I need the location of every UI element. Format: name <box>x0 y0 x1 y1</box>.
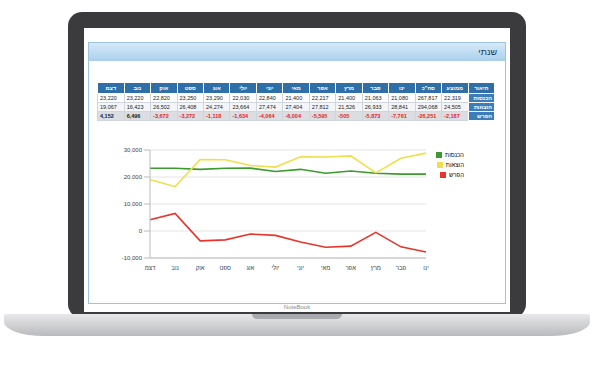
html-text:-4,064: -4,064 <box>258 113 275 119</box>
svg-text:יולי: יולי <box>272 264 280 271</box>
svg-text:אוג: אוג <box>246 265 254 271</box>
html-text:28,841: 28,841 <box>391 104 408 110</box>
svg-text:אפר: אפר <box>345 265 356 271</box>
html-text:27,404: 27,404 <box>285 104 303 110</box>
html-text:ינו: ינו <box>399 85 405 91</box>
svg-text:10,000: 10,000 <box>124 201 143 207</box>
html-text:6,496: 6,496 <box>126 113 141 119</box>
html-text:-1,634: -1,634 <box>232 113 249 119</box>
html-text:19,067: 19,067 <box>100 104 117 110</box>
html-text:שנתי: שנתי <box>478 47 497 57</box>
svg-text:דצמ: דצמ <box>145 265 156 271</box>
html-text:הפרש: הפרש <box>448 172 464 178</box>
html-text:26,408: 26,408 <box>179 104 197 110</box>
svg-text:30,000: 30,000 <box>124 147 143 153</box>
html-text:הוצאות: הוצאות <box>473 104 492 110</box>
html-text:294,068: 294,068 <box>417 104 438 110</box>
svg-text:פבר: פבר <box>396 265 407 271</box>
html-text:יוני: יוני <box>266 85 274 91</box>
html-text:23,664: 23,664 <box>232 104 250 110</box>
html-text:21,080: 21,080 <box>391 95 408 101</box>
svg-text:0: 0 <box>139 228 143 234</box>
html-text:-3,672: -3,672 <box>153 113 169 119</box>
html-text:אוק: אוק <box>159 85 169 91</box>
html-text:יולי: יולי <box>239 85 248 91</box>
html-text:267,817: 267,817 <box>417 95 438 101</box>
html-text:ספט: ספט <box>184 85 196 91</box>
html-text:מרץ: מרץ <box>343 85 355 91</box>
html-text:סה"כ: סה"כ <box>421 85 435 91</box>
html-text:22,319: 22,319 <box>444 95 461 101</box>
html-text:-3,272: -3,272 <box>179 113 196 119</box>
svg-text:-10,000: -10,000 <box>122 255 143 261</box>
html-text:ממוצע: ממוצע <box>446 85 463 91</box>
html-text:-26,251: -26,251 <box>417 113 437 119</box>
html-text:-5,873: -5,873 <box>364 113 381 119</box>
html-text:27,812: 27,812 <box>311 104 329 110</box>
html-text:26,502: 26,502 <box>153 104 170 110</box>
html-text:-7,761: -7,761 <box>391 113 407 119</box>
svg-text:ספט: ספט <box>220 265 232 271</box>
svg-text:20,000: 20,000 <box>124 174 143 180</box>
html-text:אוג: אוג <box>212 85 221 91</box>
html-text:אפר: אפר <box>317 85 328 91</box>
html-text:הוצאות: הוצאות <box>445 162 464 168</box>
svg-text:מאי: מאי <box>321 265 330 271</box>
html-text:22,030: 22,030 <box>232 95 250 101</box>
html-text:22,820: 22,820 <box>153 95 170 101</box>
html-text:הכנסות: הכנסות <box>473 95 492 101</box>
html-text:23,220: 23,220 <box>100 95 117 101</box>
svg-text:נוב: נוב <box>171 265 178 271</box>
html-text:22,840: 22,840 <box>258 95 276 101</box>
html-text:-5,595: -5,595 <box>311 113 328 119</box>
html-text:21,526: 21,526 <box>338 104 356 110</box>
svg-text:ינו: ינו <box>423 265 429 271</box>
html-text:16,423: 16,423 <box>126 104 144 110</box>
svg-text:אוק: אוק <box>196 265 205 271</box>
html-text:-6,004: -6,004 <box>285 113 301 119</box>
html-text:נוב: נוב <box>133 85 142 91</box>
html-text:21,400: 21,400 <box>285 95 303 101</box>
html-text:הפרש: הפרש <box>477 113 492 119</box>
html-text:23,250: 23,250 <box>179 95 197 101</box>
html-text:4,152: 4,152 <box>100 113 114 119</box>
html-text:26,933: 26,933 <box>364 104 382 110</box>
html-text:הכנסות: הכנסות <box>445 152 464 158</box>
html-text:מאי: מאי <box>291 85 301 91</box>
svg-text:מרץ: מרץ <box>371 265 381 271</box>
html-text:24,505: 24,505 <box>444 104 461 110</box>
html-text:21,063: 21,063 <box>364 95 382 101</box>
html-text:דצמ: דצמ <box>105 85 117 91</box>
html-text:NoteBook: NoteBook <box>283 304 311 310</box>
svg-text:יוני: יוני <box>297 265 304 271</box>
html-text:-505: -505 <box>338 113 350 119</box>
html-text:24,274: 24,274 <box>206 104 223 110</box>
html-text:-1,118: -1,118 <box>206 113 222 119</box>
html-text:27,474: 27,474 <box>258 104 276 110</box>
html-text:23,290: 23,290 <box>206 95 223 101</box>
html-text:23,220: 23,220 <box>126 95 144 101</box>
html-text:תיאור: תיאור <box>474 85 489 91</box>
html-text:פבר: פבר <box>370 85 381 91</box>
html-text:-2,187: -2,187 <box>444 113 460 119</box>
html-text:21,400: 21,400 <box>338 95 356 101</box>
html-text:22,217: 22,217 <box>311 95 329 101</box>
